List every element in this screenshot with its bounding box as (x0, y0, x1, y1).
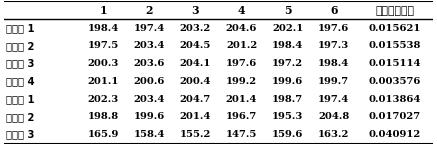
Text: 5: 5 (284, 5, 291, 16)
Text: 实施例 3: 实施例 3 (6, 59, 35, 69)
Text: 197.4: 197.4 (134, 24, 165, 33)
Text: 1: 1 (100, 5, 107, 16)
Text: 197.2: 197.2 (272, 59, 303, 68)
Text: 197.6: 197.6 (318, 24, 349, 33)
Text: 196.7: 196.7 (226, 112, 257, 121)
Text: 203.4: 203.4 (134, 41, 165, 50)
Text: 2: 2 (146, 5, 153, 16)
Text: 199.2: 199.2 (226, 77, 257, 86)
Text: 6: 6 (330, 5, 337, 16)
Text: 165.9: 165.9 (87, 130, 119, 139)
Text: 0.017027: 0.017027 (369, 112, 421, 121)
Text: 0.015114: 0.015114 (368, 59, 421, 68)
Text: 197.4: 197.4 (318, 95, 349, 104)
Text: 198.7: 198.7 (272, 95, 303, 104)
Text: 163.2: 163.2 (318, 130, 350, 139)
Text: 实施例 1: 实施例 1 (6, 23, 35, 33)
Text: 197.3: 197.3 (318, 41, 349, 50)
Text: 198.8: 198.8 (88, 112, 119, 121)
Text: 158.4: 158.4 (134, 130, 165, 139)
Text: 147.5: 147.5 (226, 130, 257, 139)
Text: 203.6: 203.6 (134, 59, 165, 68)
Text: 203.2: 203.2 (180, 24, 211, 33)
Text: 204.8: 204.8 (318, 112, 349, 121)
Text: 0.040912: 0.040912 (368, 130, 421, 139)
Text: 相对标准偏差: 相对标准偏差 (375, 5, 414, 16)
Text: 204.7: 204.7 (180, 95, 211, 104)
Text: 195.3: 195.3 (272, 112, 303, 121)
Text: 203.4: 203.4 (134, 95, 165, 104)
Text: 200.3: 200.3 (87, 59, 119, 68)
Text: 197.6: 197.6 (226, 59, 257, 68)
Text: 155.2: 155.2 (180, 130, 211, 139)
Text: 对照例 2: 对照例 2 (6, 112, 35, 122)
Text: 实施例 2: 实施例 2 (6, 41, 35, 51)
Text: 204.6: 204.6 (226, 24, 257, 33)
Text: 202.1: 202.1 (272, 24, 303, 33)
Text: 3: 3 (192, 5, 199, 16)
Text: 199.6: 199.6 (134, 112, 165, 121)
Text: 198.4: 198.4 (318, 59, 349, 68)
Text: 199.7: 199.7 (318, 77, 349, 86)
Text: 198.4: 198.4 (88, 24, 119, 33)
Text: 0.013864: 0.013864 (368, 95, 421, 104)
Text: 202.3: 202.3 (88, 95, 119, 104)
Text: 201.4: 201.4 (226, 95, 257, 104)
Text: 对照例 1: 对照例 1 (6, 94, 35, 104)
Text: 4: 4 (238, 5, 245, 16)
Text: 204.1: 204.1 (180, 59, 211, 68)
Text: 对照例 3: 对照例 3 (6, 130, 35, 140)
Text: 0.015621: 0.015621 (368, 24, 421, 33)
Text: 201.1: 201.1 (87, 77, 119, 86)
Text: 198.4: 198.4 (272, 41, 303, 50)
Text: 204.5: 204.5 (180, 41, 211, 50)
Text: 实施例 4: 实施例 4 (6, 76, 35, 86)
Text: 0.003576: 0.003576 (368, 77, 421, 86)
Text: 200.6: 200.6 (134, 77, 165, 86)
Text: 197.5: 197.5 (88, 41, 119, 50)
Text: 0.015538: 0.015538 (368, 41, 421, 50)
Text: 200.4: 200.4 (180, 77, 211, 86)
Text: 199.6: 199.6 (272, 77, 303, 86)
Text: 159.6: 159.6 (272, 130, 303, 139)
Text: 201.2: 201.2 (226, 41, 257, 50)
Text: 201.4: 201.4 (180, 112, 211, 121)
